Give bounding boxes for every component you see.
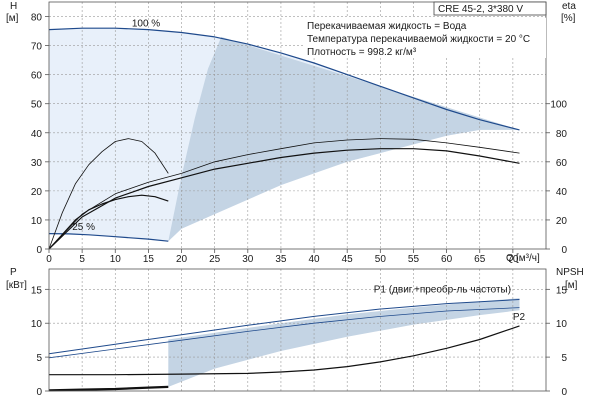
right-tick-label: 60 (556, 158, 568, 169)
bottom-tick-label: 70 (507, 254, 519, 265)
series-line-curve-4 (48, 138, 520, 250)
info-box (305, 18, 546, 58)
top-left-axis-unit: [м] (6, 13, 19, 24)
bottom-left-axis-unit: [кВт] (6, 280, 27, 291)
bottom-tick-label: 65 (474, 254, 486, 265)
shaded-region-wedge (168, 36, 520, 242)
right-tick-label: 20 (556, 216, 568, 227)
right-tick-label: 10 (556, 319, 568, 330)
bottom-tick-label: 30 (242, 254, 254, 265)
left-tick-label: 60 (31, 71, 43, 82)
series-line-P2 (48, 307, 520, 359)
right-tick-label: 0 (561, 245, 567, 256)
bottom-tick-label: 25 (209, 254, 221, 265)
info-line-1: Перекачиваемая жидкость = Вода (307, 21, 467, 32)
bottom-right-axis-label: NPSH (556, 267, 584, 278)
series-line-25 (48, 233, 169, 242)
bottom-tick-label: 40 (309, 254, 321, 265)
left-tick-label: 5 (36, 353, 42, 364)
series-line-P1 (48, 299, 520, 355)
bottom-tick-label: 50 (375, 254, 387, 265)
series-line-curve-3 (48, 385, 169, 392)
series-line-curve-2 (48, 138, 169, 250)
bottom-tick-label: 10 (110, 254, 122, 265)
power-npsh-panel: 0 5 10 15 0 5 10 15 P1 (двиг.+преобр-ль частоты)… (31, 268, 568, 398)
right-tick-label: 5 (561, 353, 567, 364)
bottom-tick-label: 5 (79, 254, 85, 265)
top-right-axis-unit: [%] (561, 13, 576, 24)
top-right-axis-label: eta (562, 1, 576, 12)
left-tick-label: 40 (31, 129, 43, 140)
plot-frame (48, 1, 547, 250)
bottom-tick-label: 0 (46, 254, 52, 265)
top-left-axis-label: H (10, 1, 17, 12)
left-tick-label: 50 (31, 100, 43, 111)
plot-frame (48, 268, 547, 392)
left-tick-label: 30 (31, 158, 43, 169)
model-label: CRE 45-2, 3*380 V (438, 4, 523, 15)
series-line-curve-2 (49, 325, 520, 376)
bottom-tick-label: 45 (342, 254, 354, 265)
annotation-label: 25 % (72, 222, 95, 233)
right-tick-label: 40 (556, 187, 568, 198)
right-tick-label: 100 (550, 100, 567, 111)
right-tick-label: 80 (556, 129, 568, 140)
right-tick-label: 0 (561, 387, 567, 398)
annotation-label: 100 % (132, 19, 160, 30)
annotation-label: P2 (513, 312, 526, 323)
bottom-right-axis-unit: [м] (565, 280, 578, 291)
info-line-2: Температура перекачиваемой жидкости = 20… (307, 34, 530, 45)
bottom-tick-label: 35 (275, 254, 287, 265)
bottom-tick-label: 15 (143, 254, 155, 265)
left-tick-label: 10 (31, 319, 43, 330)
x-axis-label: Q (506, 253, 514, 264)
left-tick-label: 10 (31, 216, 43, 227)
series-line-100 (48, 27, 520, 131)
left-tick-label: 80 (31, 13, 43, 24)
left-tick-label: 0 (36, 387, 42, 398)
head-efficiency-panel: 0 10 20 30 40 50 60 70 80 0 20 40 60 80 100 0 5 10 15 20 25 3… (31, 1, 568, 265)
bottom-tick-label: 55 (408, 254, 420, 265)
left-tick-label: 0 (36, 245, 42, 256)
bottom-tick-label: 60 (441, 254, 453, 265)
bottom-left-axis-label: P (10, 267, 17, 278)
left-tick-label: 20 (31, 187, 43, 198)
right-tick-label: 15 (556, 285, 568, 296)
shaded-region-power-band (168, 298, 520, 387)
bottom-tick-label: 20 (176, 254, 188, 265)
left-tick-label: 15 (31, 285, 43, 296)
series-line-curve-5 (48, 148, 520, 250)
model-label-box (433, 1, 547, 16)
left-tick-label: 70 (31, 42, 43, 53)
annotation-label: P1 (двиг.+преобр-ль частоты) (374, 284, 511, 296)
x-axis-unit: [м³/ч] (516, 253, 540, 264)
info-line-3: Плотность = 998.2 кг/м³ (307, 47, 417, 58)
